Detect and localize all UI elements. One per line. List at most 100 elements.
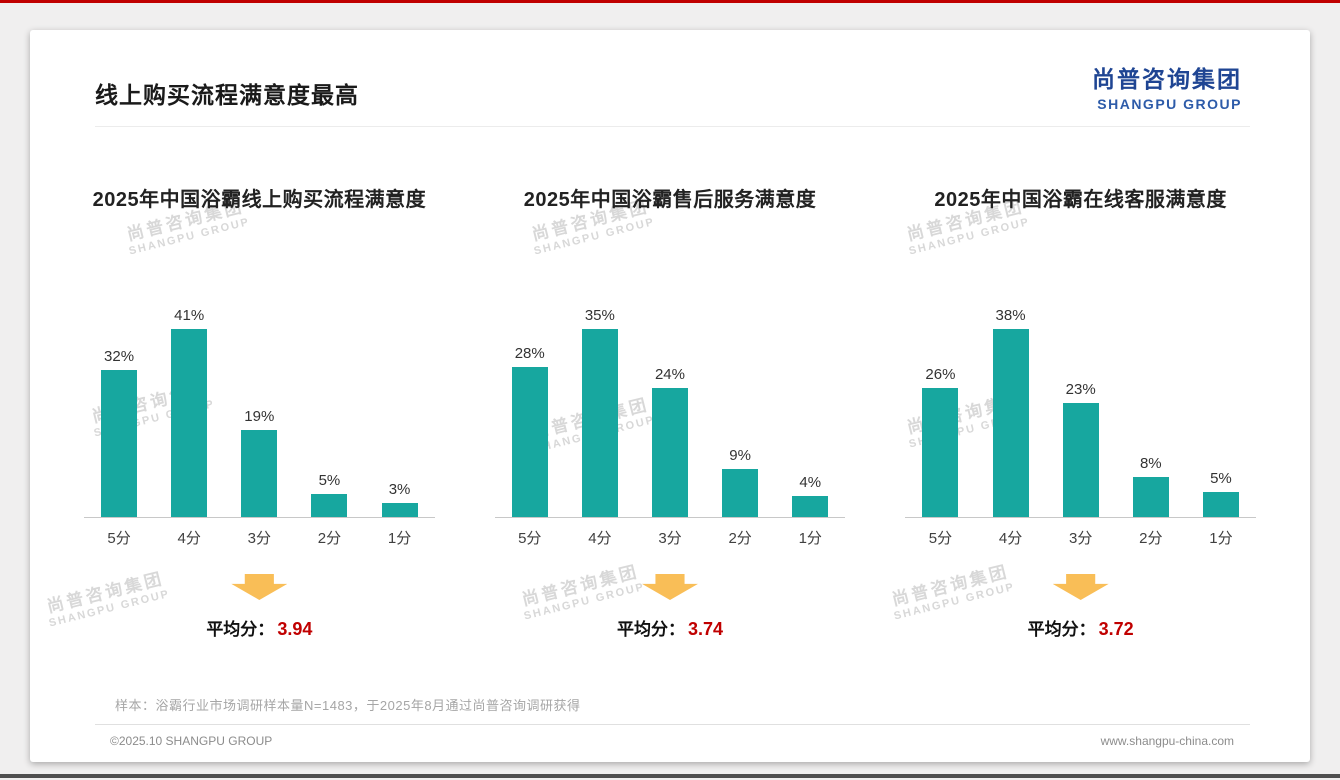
bar-value-label: 26% xyxy=(925,366,956,383)
bar-group: 5% xyxy=(297,472,361,517)
bar-value-label: 4% xyxy=(799,474,822,491)
bar-group: 9% xyxy=(708,447,772,517)
bar-category-label: 3分 xyxy=(247,530,271,547)
average-label: 平均分： xyxy=(206,620,275,639)
bars: 28% 35% 24% 9% 4% xyxy=(495,302,846,517)
x-axis-labels: 5分 4分 3分 2分 1分 xyxy=(495,527,846,548)
logo-cn-text: 尚普咨询集团 xyxy=(1092,66,1242,92)
bar-category-label: 4分 xyxy=(177,530,201,547)
average-score: 平均分： 3.74 xyxy=(465,615,876,640)
bar xyxy=(381,503,418,517)
chart-online-purchase-satisfaction: 2025年中国浴霸线上购买流程满意度 32% 41% 19% 5% 3% 5分 4分 3分 2… xyxy=(54,183,465,640)
slide-card: 尚普咨询集团 SHANGPU GROUP 尚普咨询集团 SHANGPU GROUP … xyxy=(30,30,1310,762)
bar-value-label: 32% xyxy=(104,348,135,365)
bar-group: 24% xyxy=(638,366,702,517)
bar-group: 19% xyxy=(227,408,291,517)
bar-category-label: 3分 xyxy=(1068,530,1093,547)
bar-group: 3% xyxy=(368,481,432,517)
bar-value-label: 9% xyxy=(729,447,751,464)
average-value: 3.72 xyxy=(1098,619,1134,639)
bar-group: 5% xyxy=(1189,470,1253,517)
bar-value-label: 8% xyxy=(1139,455,1162,472)
bar-category-label: 2分 xyxy=(1139,530,1163,547)
average-score: 平均分： 3.94 xyxy=(54,615,465,640)
footer-divider xyxy=(95,724,1250,725)
bar xyxy=(792,496,829,517)
bar-group: 35% xyxy=(568,307,632,517)
bar-category-label: 1分 xyxy=(1209,530,1233,547)
page-title: 线上购买流程满意度最高 xyxy=(95,82,359,108)
average-label: 平均分： xyxy=(616,620,685,639)
bar-plot: 32% 41% 19% 5% 3% xyxy=(84,302,435,518)
bar xyxy=(311,494,348,517)
average-value: 3.94 xyxy=(277,619,313,639)
chart-online-service-satisfaction: 2025年中国浴霸在线客服满意度 26% 38% 23% 8% 5% 5分 4分 3分 2分 1… xyxy=(875,183,1286,640)
copyright-text: ©2025.10 SHANGPU GROUP xyxy=(110,734,273,748)
bar xyxy=(922,388,959,517)
bar-value-label: 5% xyxy=(1210,470,1232,487)
down-arrow-icon xyxy=(642,574,698,600)
bar xyxy=(1062,403,1099,517)
bar xyxy=(101,370,138,517)
bars: 32% 41% 19% 5% 3% xyxy=(84,302,435,517)
bottom-bar xyxy=(0,774,1340,778)
bar-value-label: 19% xyxy=(244,408,275,425)
bar xyxy=(1132,477,1169,517)
bar-category-label: 3分 xyxy=(658,530,682,547)
bar xyxy=(511,367,548,517)
bar-group: 28% xyxy=(498,345,562,517)
bar-category-label: 5分 xyxy=(928,530,953,547)
x-axis-labels: 5分 4分 3分 2分 1分 xyxy=(84,527,435,548)
bar-category-label: 1分 xyxy=(798,530,822,547)
bar-value-label: 35% xyxy=(584,307,615,324)
bar-value-label: 28% xyxy=(514,345,545,362)
footer: ©2025.10 SHANGPU GROUP www.shangpu-china… xyxy=(30,725,1310,748)
chart-title: 2025年中国浴霸售后服务满意度 xyxy=(523,189,817,211)
bar xyxy=(241,430,278,517)
bar-group: 32% xyxy=(87,348,151,517)
bar-group: 38% xyxy=(979,307,1043,517)
top-accent-bar xyxy=(0,0,1340,3)
charts-row: 2025年中国浴霸线上购买流程满意度 32% 41% 19% 5% 3% 5分 4分 3分 2… xyxy=(30,183,1310,640)
logo-en-text: SHANGPU GROUP xyxy=(1097,96,1242,112)
bar xyxy=(992,329,1029,517)
bar xyxy=(722,469,759,517)
slide-content: 线上购买流程满意度最高 尚普咨询集团 SHANGPU GROUP 2025年中国… xyxy=(30,30,1310,762)
bar-category-label: 5分 xyxy=(107,530,131,547)
bar xyxy=(651,388,688,517)
bar-category-label: 4分 xyxy=(998,530,1023,547)
bar-category-label: 5分 xyxy=(518,530,542,547)
sample-note: 样本：浴霸行业市场调研样本量N=1483，于2025年8月通过尚普咨询调研获得 xyxy=(115,698,581,713)
spacer xyxy=(30,640,1310,695)
average-value: 3.74 xyxy=(687,619,724,639)
website-text: www.shangpu-china.com xyxy=(1100,734,1234,748)
x-axis-labels: 5分 4分 3分 2分 1分 xyxy=(905,527,1256,548)
bar xyxy=(581,329,618,517)
bar-value-label: 38% xyxy=(995,307,1026,324)
bar xyxy=(1202,492,1239,517)
bar-category-label: 2分 xyxy=(317,530,342,547)
bar-group: 26% xyxy=(908,366,972,517)
bar-category-label: 2分 xyxy=(728,530,752,547)
bar-value-label: 41% xyxy=(174,307,205,324)
header: 线上购买流程满意度最高 尚普咨询集团 SHANGPU GROUP xyxy=(30,30,1310,112)
bar-group: 41% xyxy=(157,307,221,517)
bar-plot: 28% 35% 24% 9% 4% xyxy=(494,302,846,518)
bar-value-label: 3% xyxy=(388,481,411,498)
bar-category-label: 4分 xyxy=(588,530,612,547)
chart-aftersales-satisfaction: 2025年中国浴霸售后服务满意度 28% 35% 24% 9% 4% 5分 4分 3分 2分 1… xyxy=(465,183,876,640)
average-score: 平均分： 3.72 xyxy=(875,615,1286,640)
bar xyxy=(171,329,208,517)
chart-title: 2025年中国浴霸线上购买流程满意度 xyxy=(92,189,427,211)
bar-value-label: 5% xyxy=(318,472,341,489)
bar-group: 23% xyxy=(1049,381,1113,517)
company-logo: 尚普咨询集团 SHANGPU GROUP xyxy=(1092,60,1242,112)
bar-group: 8% xyxy=(1119,455,1183,517)
down-arrow-icon xyxy=(1052,574,1109,600)
header-divider xyxy=(95,126,1250,127)
bar-value-label: 23% xyxy=(1065,381,1096,398)
chart-title: 2025年中国浴霸在线客服满意度 xyxy=(934,189,1227,211)
bar-category-label: 1分 xyxy=(387,530,412,547)
bar-plot: 26% 38% 23% 8% 5% xyxy=(905,302,1257,518)
bar-value-label: 24% xyxy=(654,366,685,383)
